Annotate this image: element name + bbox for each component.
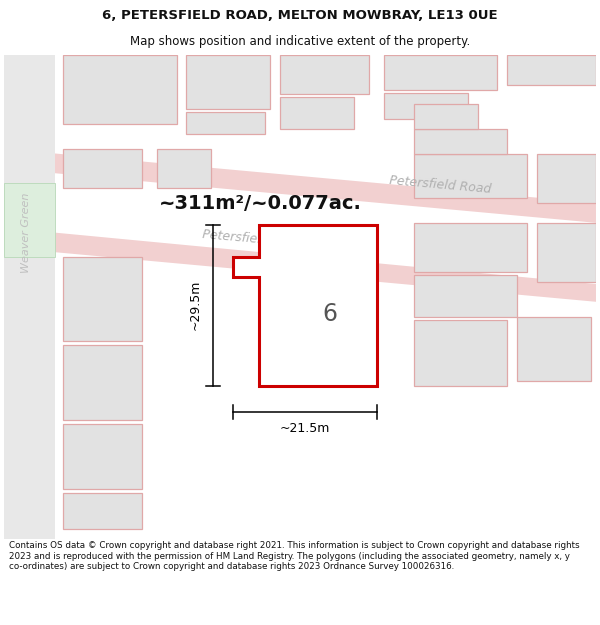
Polygon shape: [413, 104, 478, 129]
Text: ~311m²/~0.077ac.: ~311m²/~0.077ac.: [159, 194, 362, 213]
Polygon shape: [537, 223, 596, 282]
Polygon shape: [63, 55, 176, 124]
Text: 6, PETERSFIELD ROAD, MELTON MOWBRAY, LE13 0UE: 6, PETERSFIELD ROAD, MELTON MOWBRAY, LE1…: [102, 9, 498, 22]
Polygon shape: [4, 183, 55, 258]
Text: ~21.5m: ~21.5m: [280, 422, 330, 434]
Polygon shape: [187, 112, 265, 134]
Text: Petersfield Road: Petersfield Road: [201, 228, 304, 249]
Polygon shape: [508, 55, 596, 84]
Text: Map shows position and indicative extent of the property.: Map shows position and indicative extent…: [130, 35, 470, 48]
Polygon shape: [384, 92, 468, 119]
Polygon shape: [4, 228, 596, 302]
Polygon shape: [413, 319, 508, 386]
Polygon shape: [4, 55, 55, 539]
Polygon shape: [413, 275, 517, 317]
Polygon shape: [63, 149, 142, 188]
Polygon shape: [63, 493, 142, 529]
Polygon shape: [233, 225, 377, 386]
Text: Contains OS data © Crown copyright and database right 2021. This information is : Contains OS data © Crown copyright and d…: [9, 541, 580, 571]
Text: 6: 6: [322, 302, 337, 326]
Text: Weaver Green: Weaver Green: [20, 192, 31, 273]
Polygon shape: [63, 424, 142, 489]
Polygon shape: [157, 149, 211, 188]
Polygon shape: [280, 55, 369, 94]
Polygon shape: [413, 154, 527, 198]
Text: ~29.5m: ~29.5m: [188, 280, 201, 331]
Polygon shape: [413, 129, 508, 154]
Polygon shape: [187, 55, 271, 109]
Polygon shape: [4, 149, 596, 223]
Polygon shape: [517, 317, 591, 381]
Text: Petersfield Road: Petersfield Road: [389, 174, 492, 196]
Polygon shape: [63, 258, 142, 341]
Polygon shape: [280, 98, 354, 129]
Polygon shape: [63, 345, 142, 420]
Polygon shape: [384, 55, 497, 89]
Polygon shape: [537, 154, 596, 203]
Polygon shape: [413, 223, 527, 272]
